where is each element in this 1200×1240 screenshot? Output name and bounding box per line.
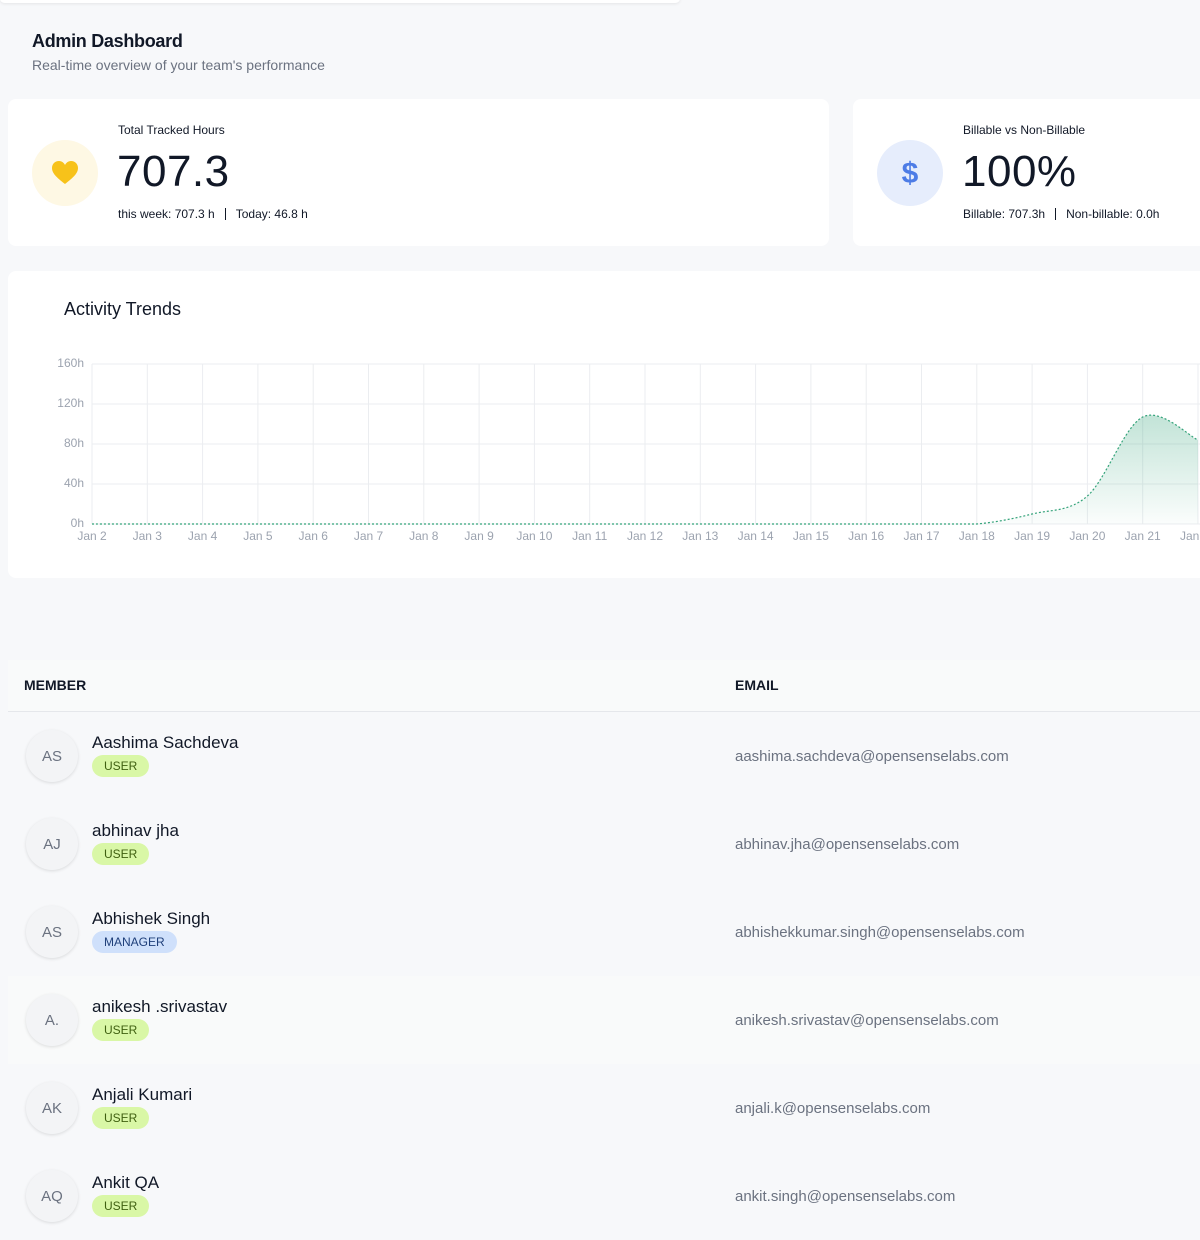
table-row: AS Aashima Sachdeva USER aashima.sachdeva@o… xyxy=(8,712,1200,800)
avatar: AK xyxy=(26,1082,78,1134)
stat-label: Total Tracked Hours xyxy=(118,123,225,137)
table-row: AQ Ankit QA USER ankit.singh@opensenselabs.… xyxy=(8,1152,1200,1240)
x-tick-label: Jan 6 xyxy=(299,529,329,543)
role-badge: MANAGER xyxy=(92,931,177,953)
separator xyxy=(1055,208,1057,220)
stat-card: Total Tracked Hours 707.3 this week: 707.3… xyxy=(8,99,829,246)
stat-value: 100% xyxy=(962,147,1077,196)
x-tick-label: Jan 20 xyxy=(1069,529,1105,543)
y-tick-label: 80h xyxy=(64,436,84,450)
member-name: Aashima Sachdeva xyxy=(92,733,239,752)
y-tick-label: 160h xyxy=(57,356,84,370)
member-email: abhishekkumar.singh@opensenselabs.com xyxy=(735,924,1025,941)
member-name: Anjali Kumari xyxy=(92,1085,193,1104)
role-badge: USER xyxy=(92,1019,150,1041)
area-line xyxy=(92,414,1199,525)
x-tick-label: Jan 10 xyxy=(516,529,552,543)
member-email: anjali.k@opensenselabs.com xyxy=(735,1100,931,1117)
stat-label: Billable vs Non-Billable xyxy=(963,123,1086,137)
separator xyxy=(224,208,226,220)
avatar: AJ xyxy=(26,818,78,870)
x-tick-label: Jan 14 xyxy=(738,529,774,543)
area-fill xyxy=(92,415,1198,524)
activity-chart: 0h 40h 80h 120h 160h Jan 2 Jan 3 Jan 4 Jan 5 Jan … xyxy=(57,356,1200,543)
x-tick-label: Jan 19 xyxy=(1014,529,1050,543)
table-row: A. anikesh .srivastav USER anikesh.srivasta… xyxy=(8,976,1200,1064)
avatar: AS xyxy=(26,906,78,958)
x-tick-label: Jan 5 xyxy=(243,529,273,543)
table-header xyxy=(8,660,1200,712)
stat-detail: this week: 707.3 h Today: 46.8 h xyxy=(118,207,308,221)
x-tick-label: Jan 3 xyxy=(133,529,163,543)
table-row: AK Anjali Kumari USER anjali.k@opensenselab… xyxy=(8,1064,1200,1152)
stat-detail: Billable: 707.3h Non-billable: 0.0h xyxy=(963,207,1159,221)
stat-detail-text: Billable: 707.3h xyxy=(963,207,1046,221)
x-tick-label: Jan 21 xyxy=(1125,529,1161,543)
member-email: anikesh.srivastav@opensenselabs.com xyxy=(735,1012,999,1029)
stat-value: 707.3 xyxy=(117,147,230,196)
role-badge: USER xyxy=(92,843,150,865)
y-tick-label: 120h xyxy=(57,396,84,410)
x-tick-label: Jan 12 xyxy=(627,529,663,543)
stat-detail-text: Today: 46.8 h xyxy=(235,207,308,221)
column-header: MEMBER xyxy=(24,677,87,693)
stat-detail-text: Non-billable: 0.0h xyxy=(1066,207,1160,221)
table-row: AJ abhinav jha USER abhinav.jha@opensensela… xyxy=(8,800,1200,888)
x-tick-label: Jan 15 xyxy=(793,529,829,543)
avatar: A. xyxy=(26,994,78,1046)
x-tick-label: Jan 7 xyxy=(354,529,384,543)
dollar-icon: $ xyxy=(877,140,943,206)
x-tick-label: Jan 11 xyxy=(572,529,607,543)
role-badge: USER xyxy=(92,1107,150,1129)
heart-icon xyxy=(32,140,98,206)
y-tick-label: 40h xyxy=(64,476,84,490)
top-card-edge xyxy=(0,0,680,3)
x-tick-label: Jan 8 xyxy=(409,529,439,543)
table-row: AS Abhishek Singh MANAGER abhishekkumar.sin… xyxy=(8,888,1200,976)
chart-card: Activity Trends xyxy=(8,271,1200,578)
member-email: aashima.sachdeva@opensenselabs.com xyxy=(735,748,1009,765)
chart-title: Activity Trends xyxy=(64,299,182,319)
member-email: ankit.singh@opensenselabs.com xyxy=(735,1188,956,1205)
avatar: AS xyxy=(26,730,78,782)
x-tick-label: Jan 16 xyxy=(848,529,884,543)
member-name: abhinav jha xyxy=(92,821,179,840)
member-name: anikesh .srivastav xyxy=(92,997,228,1016)
role-badge: USER xyxy=(92,1195,150,1217)
x-tick-label: Jan 2 xyxy=(77,529,107,543)
svg-text:$: $ xyxy=(902,157,919,190)
x-tick-label: Jan 18 xyxy=(959,529,995,543)
avatar: AQ xyxy=(26,1170,78,1222)
page-title: Admin Dashboard xyxy=(32,31,183,51)
member-name: Abhishek Singh xyxy=(92,909,211,928)
x-tick-label: Jan 9 xyxy=(464,529,494,543)
y-tick-label: 0h xyxy=(71,516,84,530)
x-tick-label: Jan 13 xyxy=(682,529,718,543)
member-name: Ankit QA xyxy=(92,1173,160,1192)
stat-detail-text: this week: 707.3 h xyxy=(118,207,215,221)
x-tick-label: Jan 17 xyxy=(903,529,939,543)
member-email: abhinav.jha@opensenselabs.com xyxy=(735,836,960,853)
stat-card: $ Billable vs Non-Billable 100% Billable: … xyxy=(853,99,1200,246)
page-subtitle: Real-time overview of your team's perfor… xyxy=(32,57,325,73)
x-tick-label: Jan 4 xyxy=(188,529,218,543)
column-header: EMAIL xyxy=(735,677,779,693)
x-tick-label: Jan 22 xyxy=(1180,529,1200,543)
role-badge: USER xyxy=(92,755,150,777)
